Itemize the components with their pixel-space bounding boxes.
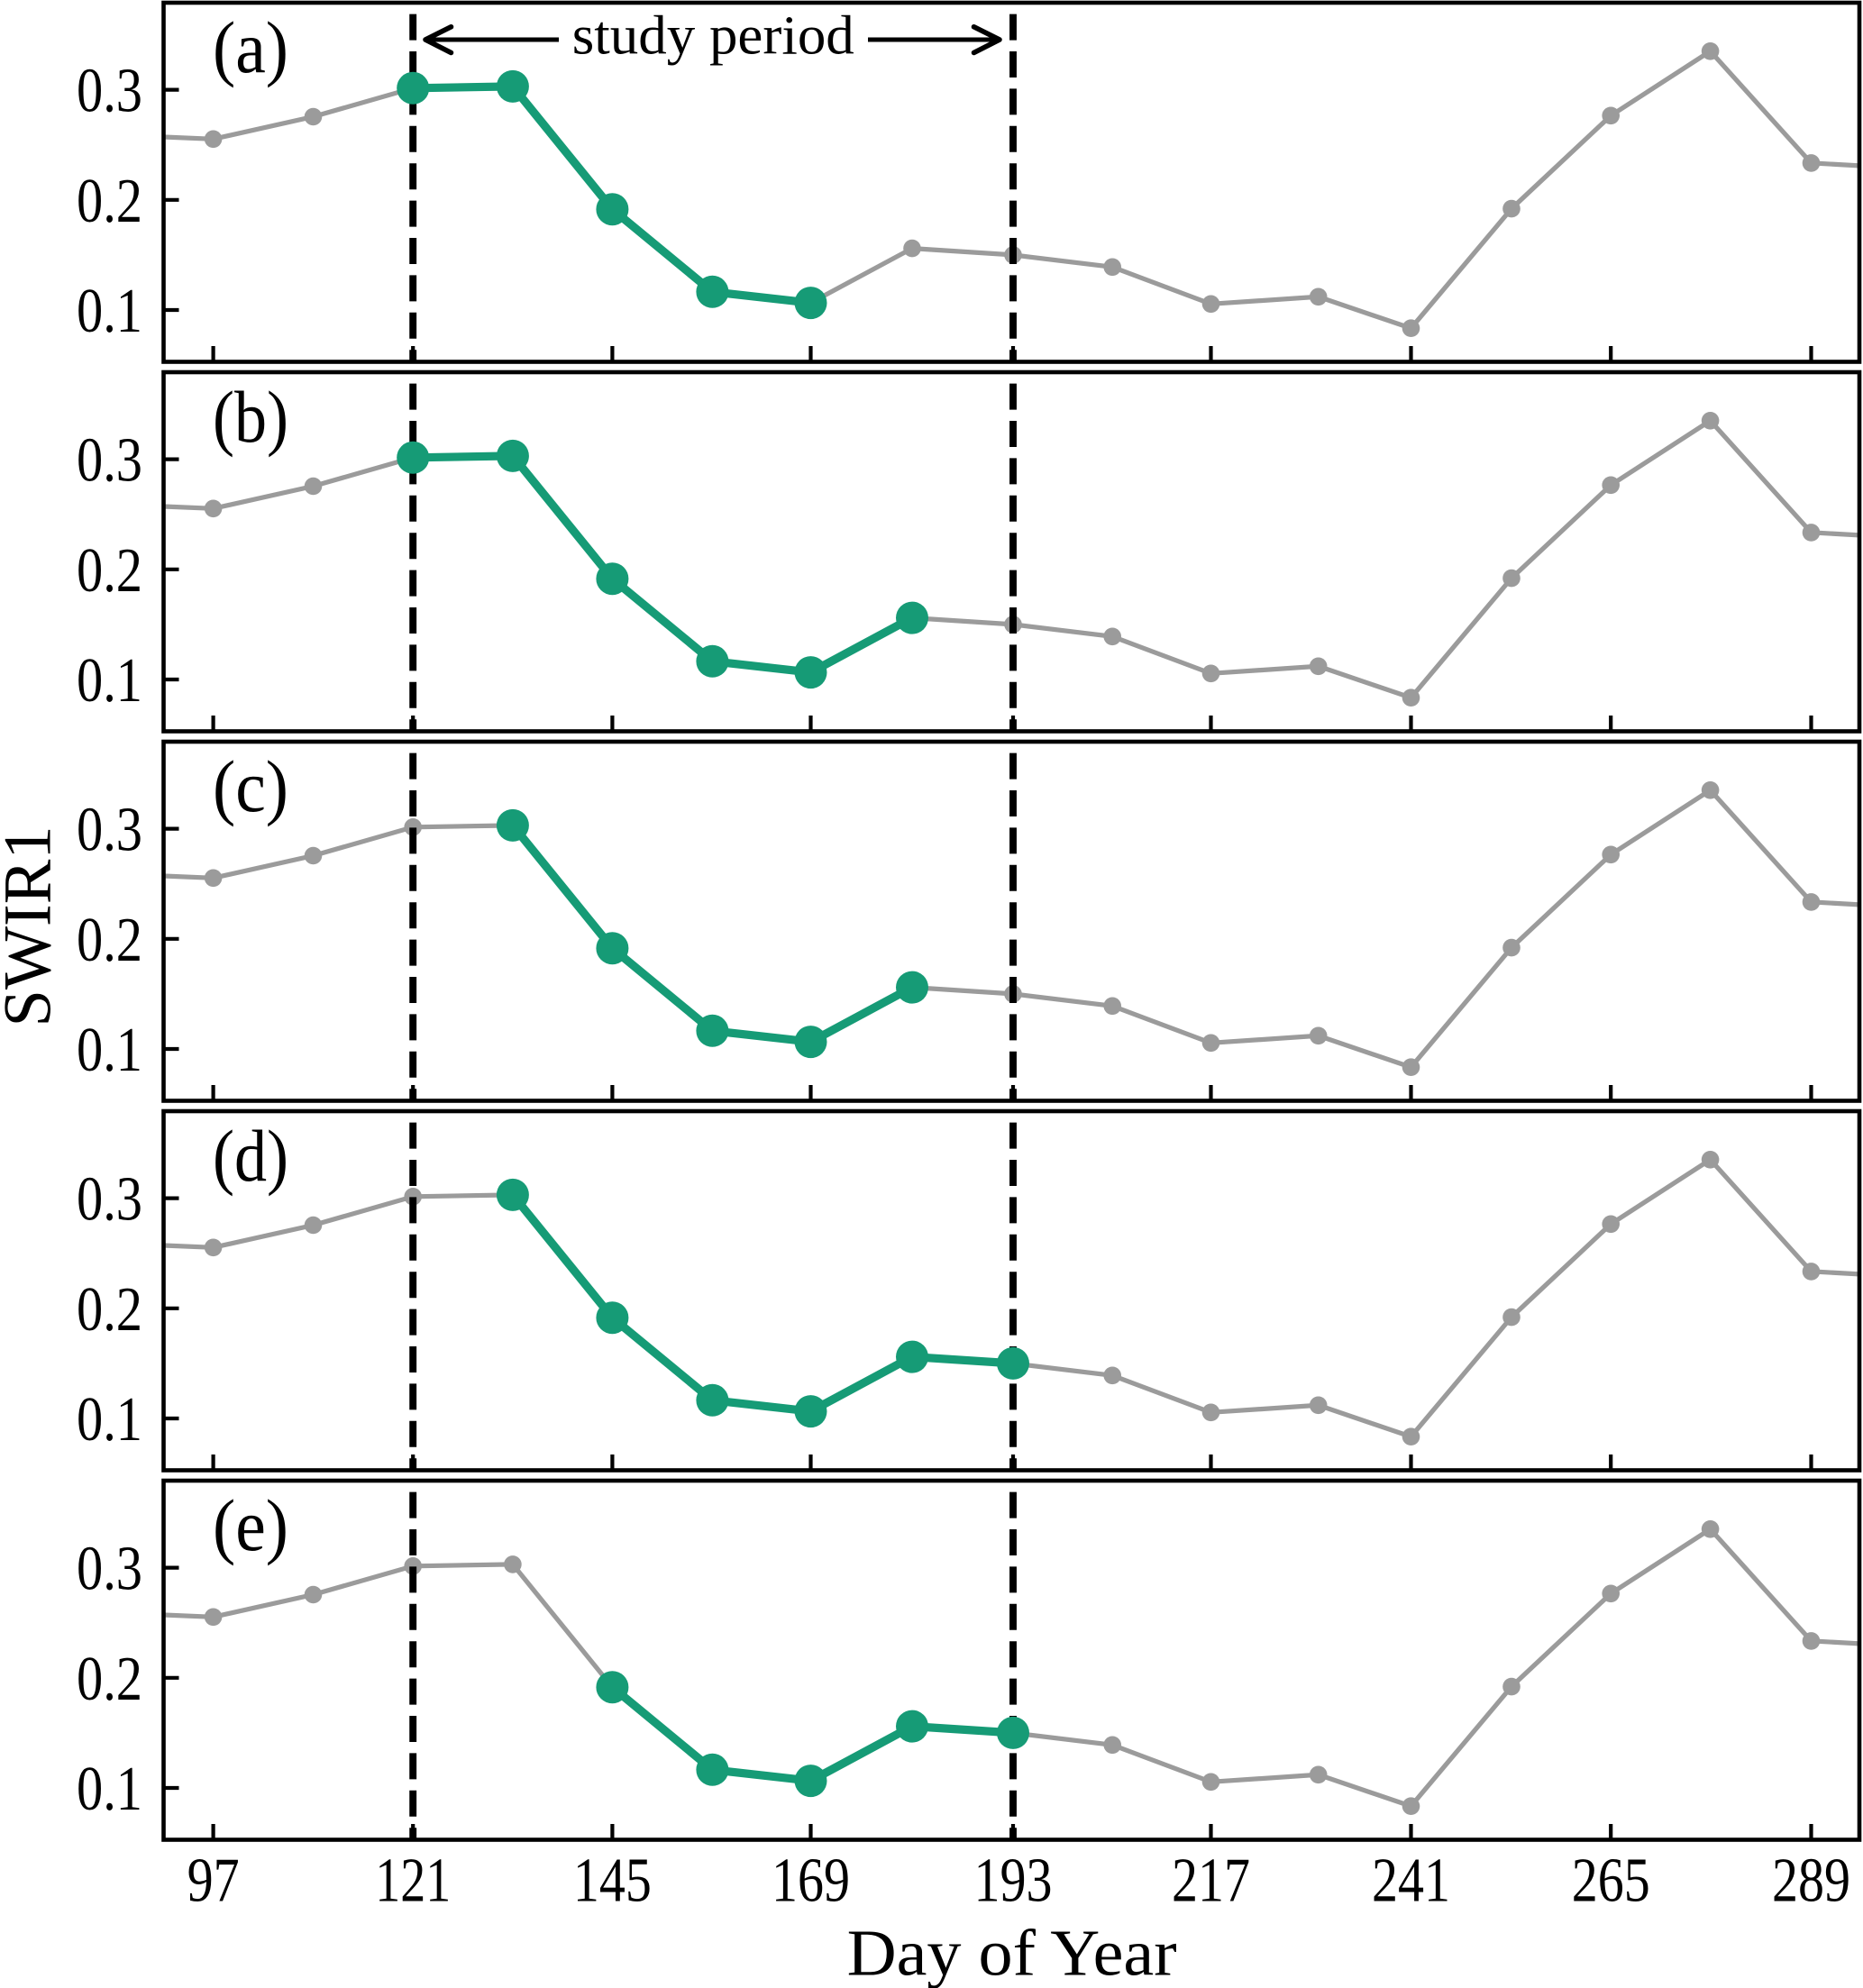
svg-text:(a): (a) [213, 6, 288, 88]
svg-text:0.3: 0.3 [77, 57, 142, 126]
svg-text:0.3: 0.3 [77, 1535, 142, 1604]
svg-text:0.3: 0.3 [77, 1165, 142, 1235]
svg-text:0.1: 0.1 [77, 1385, 142, 1455]
svg-text:(c): (c) [213, 745, 288, 827]
svg-text:0.2: 0.2 [77, 1645, 142, 1714]
svg-text:145: 145 [573, 1847, 652, 1916]
svg-text:289: 289 [1772, 1847, 1850, 1916]
svg-text:169: 169 [772, 1847, 850, 1916]
svg-text:0.3: 0.3 [77, 796, 142, 865]
svg-text:217: 217 [1172, 1847, 1250, 1916]
svg-text:0.2: 0.2 [77, 906, 142, 975]
svg-text:Day of Year: Day of Year [847, 1917, 1177, 1988]
svg-text:(d): (d) [213, 1115, 288, 1197]
svg-text:0.1: 0.1 [77, 1755, 142, 1824]
svg-text:(e): (e) [213, 1484, 288, 1566]
svg-text:241: 241 [1372, 1847, 1450, 1916]
svg-text:SWIR1: SWIR1 [0, 826, 65, 1027]
svg-text:193: 193 [974, 1847, 1053, 1916]
svg-text:265: 265 [1572, 1847, 1650, 1916]
svg-text:0.2: 0.2 [77, 536, 142, 606]
svg-text:0.1: 0.1 [77, 1016, 142, 1085]
svg-text:study period: study period [572, 5, 854, 66]
svg-text:121: 121 [375, 1847, 451, 1916]
svg-text:0.1: 0.1 [77, 646, 142, 716]
svg-text:0.2: 0.2 [77, 167, 142, 236]
svg-text:0.2: 0.2 [77, 1275, 142, 1345]
svg-text:(b): (b) [213, 376, 288, 458]
svg-text:0.3: 0.3 [77, 426, 142, 496]
svg-text:0.1: 0.1 [77, 277, 142, 346]
svg-text:97: 97 [187, 1847, 240, 1916]
